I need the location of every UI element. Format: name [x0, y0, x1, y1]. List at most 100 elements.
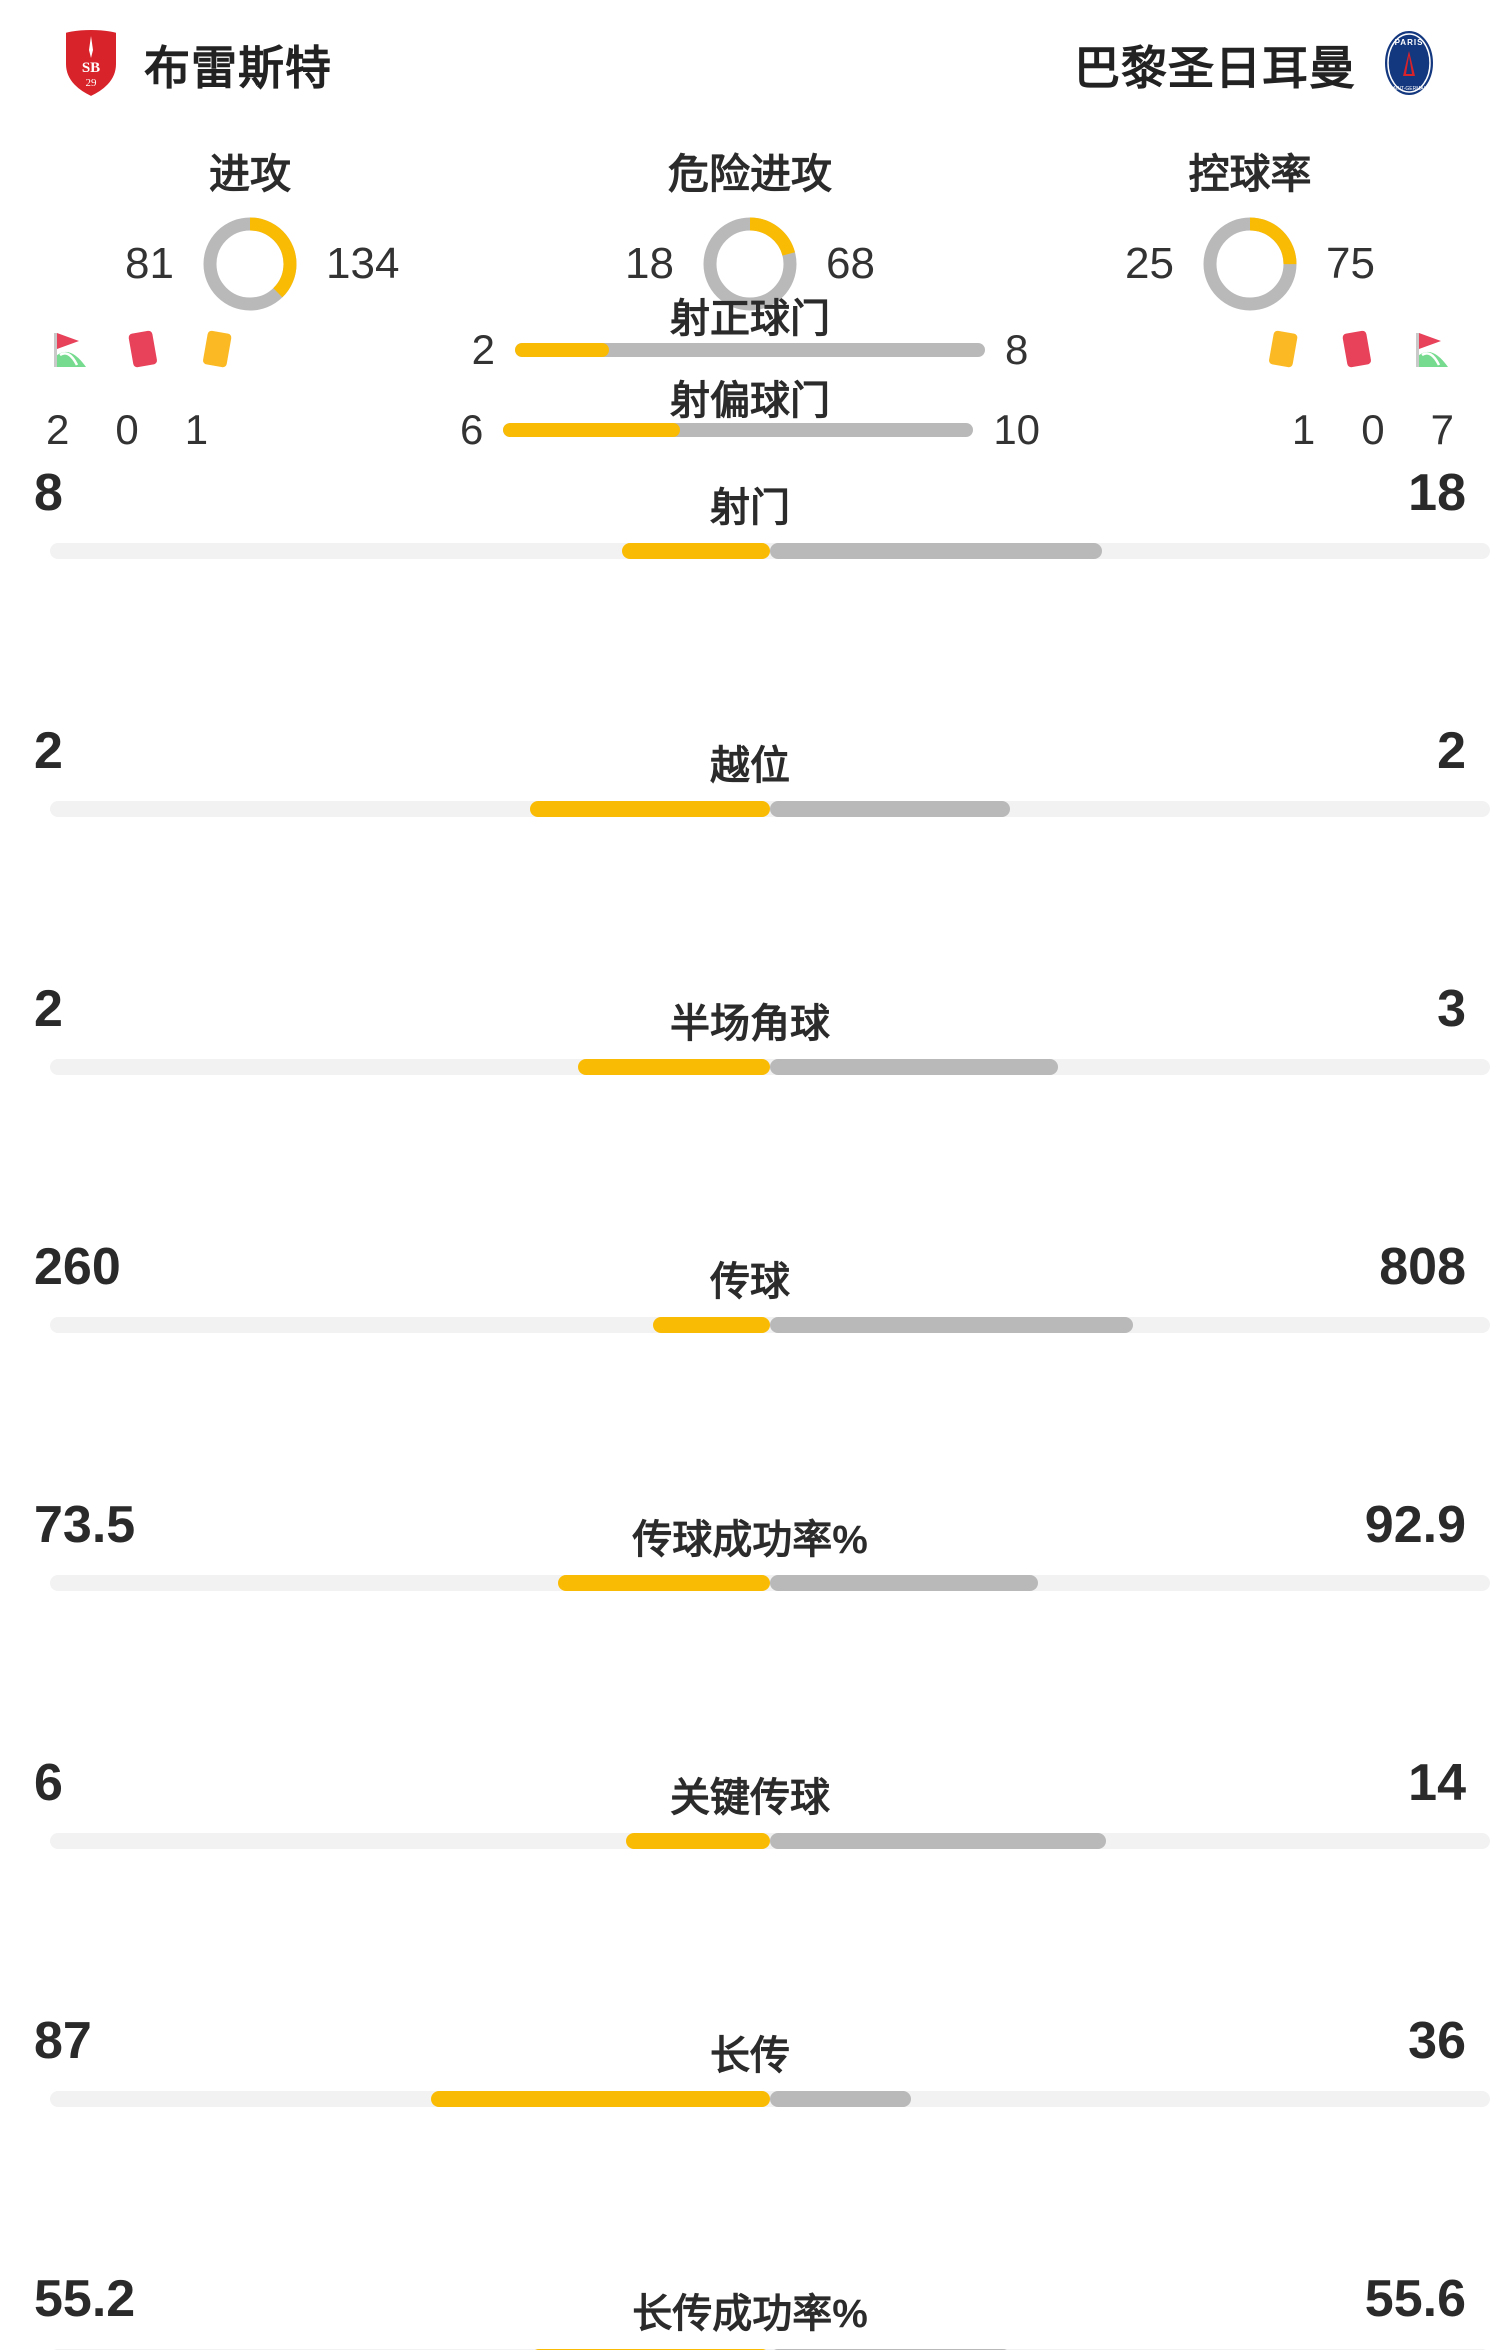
band-right-icons [1260, 327, 1500, 373]
yellow-card-icon [1269, 330, 1298, 368]
row-away-value: 55.6 [1364, 2270, 1466, 2328]
band-home-value: 2 [471, 326, 495, 373]
donut-title: 进攻 [209, 151, 291, 197]
table-row: 44261对1成功 [0, 1874, 1500, 2003]
row-bar-track [50, 1317, 1490, 1333]
band-away-value: 8 [1005, 326, 1029, 373]
donut-chart [200, 214, 300, 314]
table-row: 2014解围 [0, 2261, 1500, 2350]
row-bar-track [50, 1833, 1490, 1849]
row-home-value: 55.2 [34, 2270, 136, 2328]
row-bar-home [653, 1317, 770, 1333]
table-row: 44.420.0过人成功率% [0, 1616, 1500, 1745]
donut-stat-1: 危险进攻 18 68 [500, 140, 1000, 340]
row-label: 关键传球 [670, 1776, 830, 1820]
row-bar-away [770, 1833, 1106, 1849]
band-bar-track [503, 423, 974, 437]
band-away-value: 10 [993, 406, 1041, 453]
table-row: 55.2 55.6 长传成功率% [0, 1358, 1500, 2350]
table-row: 266抢断 [0, 2003, 1500, 2132]
row-bar-home [622, 543, 770, 559]
row-label: 射门 [710, 486, 790, 530]
row-bar-track [50, 801, 1490, 817]
svg-text:SB: SB [82, 60, 100, 76]
away-team[interactable]: 巴黎圣日耳曼 PARIS SAINT-GERMAIN [1074, 28, 1440, 103]
donut-away-value: 75 [1326, 239, 1375, 288]
row-home-value: 73.5 [34, 1496, 136, 1554]
match-header: SB 29 布雷斯特 巴黎圣日耳曼 PARIS SAINT-GERMAIN [0, 0, 1500, 130]
row-bar-home [626, 1833, 770, 1849]
donut-home-value: 25 [1125, 239, 1174, 288]
donut-home-value: 81 [125, 239, 174, 288]
table-row: 8 18 射门 [0, 455, 1500, 584]
row-away-value: 14 [1408, 1754, 1466, 1812]
row-label: 半场角球 [670, 1002, 830, 1046]
donut-title: 控球率 [1188, 151, 1312, 197]
band-1: 2 0 1 6 10 1 0 7 [0, 395, 1500, 465]
corner-flag-icon [1416, 333, 1448, 367]
row-bar-track [50, 1059, 1490, 1075]
psg-crest-icon: PARIS SAINT-GERMAIN [1378, 28, 1440, 103]
row-bar-away [770, 801, 1010, 817]
row-bar-home [530, 801, 770, 817]
row-bar-home [430, 2091, 770, 2107]
band-right-number: 7 [1430, 406, 1454, 453]
home-team[interactable]: SB 29 布雷斯特 [60, 27, 332, 103]
row-bar-home [578, 1059, 770, 1075]
band-bar-fill [515, 343, 609, 357]
table-row: 2 3 半场角球 [0, 713, 1500, 1075]
row-home-value: 6 [34, 1754, 63, 1812]
svg-text:SAINT-GERMAIN: SAINT-GERMAIN [1389, 86, 1429, 92]
table-row: 73.5 92.9 传球成功率% [0, 971, 1500, 1591]
band-left-icons [0, 327, 240, 373]
svg-text:PARIS: PARIS [1395, 38, 1424, 47]
row-away-value: 808 [1379, 1238, 1466, 1296]
row-bar-away [770, 2091, 911, 2107]
row-away-value: 36 [1408, 2012, 1466, 2070]
row-bar-track [50, 2091, 1490, 2107]
row-away-value: 18 [1408, 464, 1466, 522]
row-label: 传球成功率% [632, 1518, 868, 1562]
row-label: 越位 [710, 744, 790, 788]
row-home-value: 260 [34, 1238, 121, 1296]
row-bar-away [770, 1059, 1058, 1075]
svg-text:29: 29 [86, 77, 98, 89]
table-row: 920过人 [0, 1487, 1500, 1616]
table-row: 110丢失球权 [0, 1745, 1500, 1874]
row-home-value: 2 [34, 722, 63, 780]
band-left-number: 2 [46, 406, 70, 453]
table-row: 260 808 传球 [0, 842, 1500, 1333]
row-bar-track [50, 543, 1490, 559]
band-bar-group: 6 10 [208, 406, 1292, 454]
row-home-value: 8 [34, 464, 63, 522]
table-row: 6 14 关键传球 [0, 1100, 1500, 1849]
row-away-value: 2 [1437, 722, 1466, 780]
table-row: 117拦截 [0, 2132, 1500, 2261]
stat-rows: 8 18 射门 2 2 越位 2 3 半场角球 260 808 传球 73.5 92.9 传球成功率% 6 14… [0, 455, 1500, 2350]
row-bar-home [557, 1575, 770, 1591]
row-label: 长传成功率% [632, 2292, 868, 2336]
table-row: 2 2 越位 [0, 584, 1500, 817]
donut-away-value: 134 [326, 239, 400, 288]
home-team-name: 布雷斯特 [144, 42, 332, 94]
band-home-value: 6 [459, 406, 484, 453]
donut-title: 危险进攻 [668, 151, 832, 197]
row-away-value: 92.9 [1364, 1496, 1466, 1554]
row-bar-track [50, 1575, 1490, 1591]
donut-chart [700, 214, 800, 314]
row-bar-away [770, 543, 1103, 559]
row-bar-away [770, 1575, 1038, 1591]
donut-away-value: 68 [826, 239, 875, 288]
row-label: 长传 [710, 2034, 790, 2078]
row-home-value: 2 [34, 980, 63, 1038]
band-left-number: 0 [115, 406, 139, 453]
donut-chart [1200, 214, 1300, 314]
row-bar-away [770, 1317, 1134, 1333]
table-row: 87 36 长传 [0, 1229, 1500, 2107]
donut-stat-0: 进攻 81 134 [0, 140, 500, 340]
